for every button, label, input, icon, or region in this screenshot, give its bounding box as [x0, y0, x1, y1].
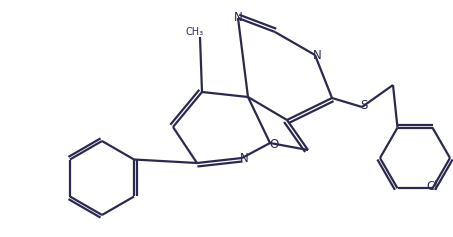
Text: O: O: [270, 137, 279, 150]
Text: N: N: [234, 10, 242, 23]
Text: CH₃: CH₃: [186, 27, 204, 37]
Text: S: S: [360, 99, 368, 111]
Text: N: N: [313, 49, 321, 61]
Text: N: N: [240, 151, 248, 164]
Text: Cl: Cl: [427, 180, 439, 193]
